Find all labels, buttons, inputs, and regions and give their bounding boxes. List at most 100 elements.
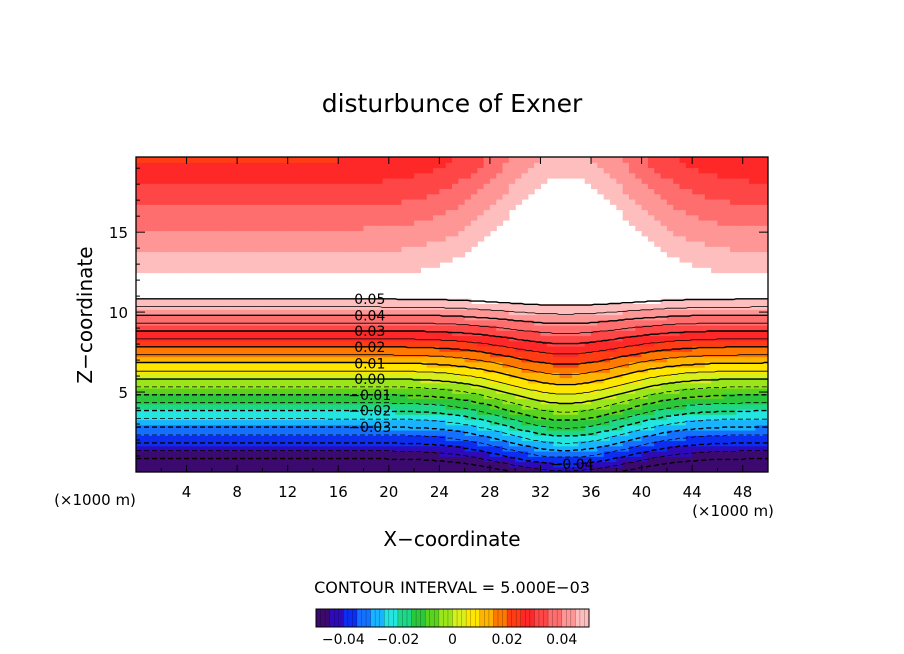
contour-band-cell	[294, 330, 301, 337]
contour-band-cell	[647, 414, 655, 421]
contour-band-cell	[610, 356, 617, 363]
contour-band-cell	[249, 414, 257, 421]
contour-band-cell	[300, 267, 308, 274]
contour-band-cell	[527, 330, 535, 337]
contour-band-cell	[154, 188, 162, 195]
contour-band-cell	[173, 199, 181, 205]
contour-band-cell	[395, 172, 403, 179]
contour-band-cell	[742, 167, 750, 174]
contour-band-cell	[319, 157, 327, 163]
contour-band-cell	[723, 388, 731, 394]
contour-band-cell	[420, 309, 428, 316]
contour-band-cell	[452, 361, 459, 368]
contour-band-cell	[268, 262, 276, 268]
contour-band-cell	[224, 409, 232, 415]
contour-band-cell	[186, 335, 194, 342]
contour-band-cell	[673, 456, 681, 463]
contour-band-cell	[148, 230, 156, 237]
contour-band-cell	[249, 419, 257, 426]
contour-band-cell	[369, 393, 377, 400]
contour-band-cell	[192, 188, 200, 195]
contour-band-cell	[458, 398, 466, 405]
contour-band-cell	[338, 188, 346, 195]
contour-band-cell	[401, 372, 409, 379]
contour-band-cell	[275, 445, 282, 452]
contour-band-cell	[591, 330, 598, 337]
contour-band-cell	[205, 199, 213, 205]
contour-band-cell	[515, 451, 523, 457]
contour-band-cell	[363, 178, 371, 184]
contour-band-cell	[458, 351, 466, 358]
contour-band-cell	[407, 351, 415, 358]
contour-band-cell	[199, 351, 207, 358]
contour-band-cell	[230, 445, 238, 452]
contour-band-cell	[363, 377, 371, 384]
contour-band-cell	[262, 251, 270, 258]
contour-band-cell	[527, 435, 535, 442]
contour-band-cell	[294, 377, 301, 384]
contour-band-cell	[515, 183, 523, 190]
contour-band-cell	[268, 251, 276, 258]
contour-band-cell	[711, 356, 719, 363]
contour-band-cell	[723, 461, 731, 468]
contour-band-cell	[597, 414, 605, 421]
contour-band-cell	[363, 298, 371, 305]
contour-band-cell	[173, 230, 181, 237]
contour-band-cell	[635, 225, 643, 232]
contour-band-cell	[237, 340, 245, 347]
contour-band-cell	[698, 330, 706, 337]
contour-band-cell	[395, 251, 403, 258]
contour-band-cell	[591, 466, 598, 472]
contour-band-cell	[218, 193, 226, 200]
contour-band-cell	[338, 440, 346, 447]
contour-band-cell	[483, 361, 491, 368]
contour-band-cell	[148, 235, 156, 242]
contour-band-cell	[211, 335, 219, 342]
contour-band-cell	[319, 298, 327, 305]
contour-band-cell	[224, 382, 232, 389]
contour-band-cell	[281, 314, 289, 321]
contour-band-cell	[584, 451, 592, 457]
contour-band-cell	[502, 319, 510, 326]
contour-band-cell	[192, 209, 200, 216]
contour-band-cell	[483, 382, 491, 389]
contour-band-cell	[338, 162, 346, 169]
contour-band-cell	[300, 393, 308, 400]
contour-band-cell	[395, 346, 403, 352]
contour-band-cell	[452, 235, 459, 242]
contour-band-cell	[205, 346, 213, 352]
contour-band-cell	[445, 193, 453, 200]
contour-band-cell	[464, 230, 472, 237]
contour-band-cell	[142, 403, 150, 410]
contour-band-cell	[142, 220, 150, 226]
contour-band-cell	[603, 440, 611, 447]
contour-band-cell	[755, 209, 763, 216]
contour-band-cell	[154, 435, 162, 442]
contour-band-cell	[692, 319, 700, 326]
contour-band-cell	[647, 388, 655, 394]
contour-band-cell	[546, 466, 554, 472]
contour-band-cell	[287, 372, 295, 379]
contour-band-cell	[445, 172, 453, 179]
contour-band-cell	[388, 230, 396, 237]
contour-band-cell	[161, 298, 169, 305]
contour-band-cell	[654, 388, 662, 394]
contour-band-cell	[414, 230, 421, 237]
contour-band-cell	[199, 267, 207, 274]
contour-band-cell	[281, 235, 289, 242]
contour-band-cell	[344, 445, 352, 452]
contour-band-cell	[603, 430, 611, 436]
contour-band-cell	[237, 262, 245, 268]
contour-band-cell	[572, 346, 579, 352]
contour-band-cell	[578, 403, 586, 410]
contour-band-cell	[218, 214, 226, 221]
contour-band-cell	[616, 346, 624, 352]
contour-band-cell	[382, 309, 390, 316]
contour-band-cell	[218, 220, 226, 226]
contour-band-cell	[616, 199, 624, 205]
contour-band-cell	[199, 262, 207, 268]
contour-band-cell	[180, 235, 188, 242]
contour-band-cell	[692, 209, 700, 216]
contour-band-cell	[161, 225, 169, 232]
contour-band-cell	[300, 403, 308, 410]
